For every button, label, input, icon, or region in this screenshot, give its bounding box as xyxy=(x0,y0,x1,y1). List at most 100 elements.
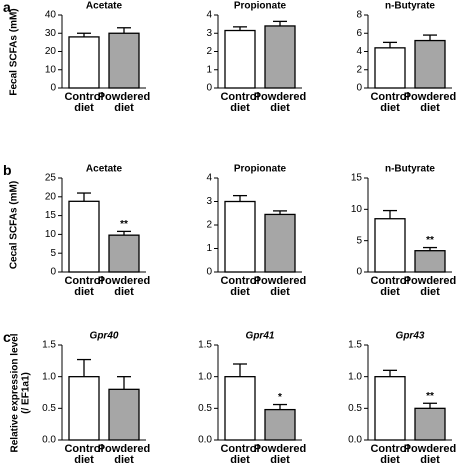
x-tick-label: Powdered diet xyxy=(403,275,457,298)
y-tick-label: 4 xyxy=(206,10,212,21)
bar xyxy=(108,388,140,441)
x-tick-label: Powdered diet xyxy=(253,91,307,114)
significance: ** xyxy=(426,235,434,246)
bar xyxy=(264,213,296,273)
chart-title: Acetate xyxy=(86,164,123,175)
bar xyxy=(224,29,256,89)
y-tick-label: 0 xyxy=(356,267,362,278)
bar xyxy=(68,376,100,441)
y-tick-label: 0.0 xyxy=(42,435,56,446)
y-tick-label: 0.0 xyxy=(198,435,212,446)
y-tick-label: 2 xyxy=(206,46,212,57)
y-tick-label: 2 xyxy=(356,64,362,75)
y-tick-label: 0 xyxy=(50,83,56,94)
x-tick-label: Control diet xyxy=(370,275,410,298)
x-tick-label: Powdered diet xyxy=(403,443,457,466)
y-tick-label: 15 xyxy=(45,210,57,221)
y-tick-label: 2 xyxy=(206,220,212,231)
bar xyxy=(224,200,256,273)
panel-label: a xyxy=(3,0,11,15)
chart-title: Gpr41 xyxy=(246,331,275,342)
chart-title: Gpr40 xyxy=(90,331,119,342)
y-tick-label: 6 xyxy=(356,28,362,39)
y-axis-label: (/ EF1a1) xyxy=(20,371,31,414)
y-tick-label: 1.0 xyxy=(198,371,212,382)
bar xyxy=(264,408,296,441)
y-tick-label: 8 xyxy=(356,10,362,21)
y-tick-label: 20 xyxy=(45,191,57,202)
x-tick-label: Control diet xyxy=(370,91,410,114)
x-tick-label: Control diet xyxy=(64,91,104,114)
y-tick-label: 4 xyxy=(356,46,362,57)
y-tick-label: 10 xyxy=(45,229,57,240)
y-tick-label: 40 xyxy=(45,10,57,21)
y-tick-label: 1.0 xyxy=(348,371,362,382)
bar xyxy=(68,36,100,89)
significance: ** xyxy=(426,391,434,402)
bar xyxy=(108,32,140,89)
y-tick-label: 3 xyxy=(206,28,212,39)
y-tick-label: 0 xyxy=(356,83,362,94)
y-tick-label: 20 xyxy=(45,46,57,57)
y-tick-label: 5 xyxy=(356,235,362,246)
bar xyxy=(374,218,406,273)
y-axis-label: Cecal SCFAs (mM) xyxy=(8,180,20,270)
x-tick-label: Powdered diet xyxy=(97,443,151,466)
y-tick-label: 1.0 xyxy=(42,371,56,382)
bar xyxy=(414,407,446,441)
bar xyxy=(414,39,446,89)
bar xyxy=(374,376,406,441)
y-axis-label: Relative expression level xyxy=(9,333,20,452)
y-tick-label: 1 xyxy=(206,64,212,75)
chart-title: Gpr43 xyxy=(396,331,425,342)
y-axis-label: Fecal SCFAs (mM) xyxy=(8,7,20,96)
y-tick-label: 1.5 xyxy=(348,340,362,351)
significance: ** xyxy=(120,219,128,230)
y-tick-label: 0.0 xyxy=(348,435,362,446)
y-tick-label: 0.5 xyxy=(348,403,362,414)
x-tick-label: Powdered diet xyxy=(253,275,307,298)
chart-title: Acetate xyxy=(86,1,123,12)
bar xyxy=(224,376,256,441)
x-tick-label: Powdered diet xyxy=(97,275,151,298)
y-tick-label: 1 xyxy=(206,243,212,254)
y-tick-label: 0 xyxy=(206,267,212,278)
x-tick-label: Powdered diet xyxy=(403,91,457,114)
x-tick-label: Powdered diet xyxy=(253,443,307,466)
y-tick-label: 0 xyxy=(50,267,56,278)
chart-title: n-Butyrate xyxy=(385,164,435,175)
x-tick-label: Control diet xyxy=(64,275,104,298)
x-tick-label: Powdered diet xyxy=(97,91,151,114)
x-tick-label: Control diet xyxy=(370,443,410,466)
y-tick-label: 10 xyxy=(351,204,363,215)
bar xyxy=(414,250,446,273)
chart-title: n-Butyrate xyxy=(385,1,435,12)
bar xyxy=(264,25,296,89)
y-tick-label: 1.5 xyxy=(198,340,212,351)
x-tick-label: Control diet xyxy=(220,275,260,298)
y-tick-label: 0 xyxy=(206,83,212,94)
y-tick-label: 1.5 xyxy=(42,340,56,351)
panel-label: c xyxy=(3,329,11,345)
y-tick-label: 3 xyxy=(206,196,212,207)
chart-title: Propionate xyxy=(234,164,287,175)
chart-title: Propionate xyxy=(234,1,287,12)
y-tick-label: 5 xyxy=(50,248,56,259)
y-tick-label: 0.5 xyxy=(198,403,212,414)
bar xyxy=(68,200,100,273)
y-tick-label: 30 xyxy=(45,28,57,39)
significance: * xyxy=(278,392,282,403)
bar xyxy=(108,234,140,273)
panel-label: b xyxy=(3,162,12,178)
x-tick-label: Control diet xyxy=(220,443,260,466)
x-tick-label: Control diet xyxy=(220,91,260,114)
y-tick-label: 0.5 xyxy=(42,403,56,414)
y-tick-label: 4 xyxy=(206,173,212,184)
y-tick-label: 10 xyxy=(45,64,57,75)
bar xyxy=(374,47,406,89)
y-tick-label: 25 xyxy=(45,173,57,184)
x-tick-label: Control diet xyxy=(64,443,104,466)
y-tick-label: 15 xyxy=(351,173,363,184)
